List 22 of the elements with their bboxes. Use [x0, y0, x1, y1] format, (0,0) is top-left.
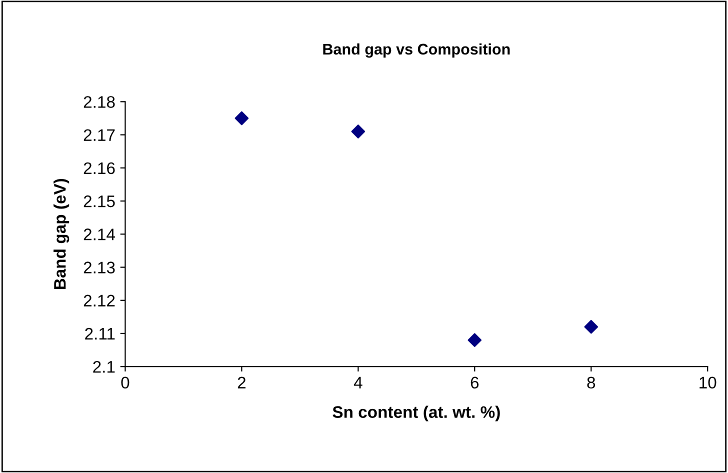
chart-title: Band gap vs Composition	[323, 43, 510, 58]
y-tick-label: 2.18	[84, 96, 115, 108]
x-tick-label: 4	[354, 376, 362, 388]
y-tick-label: 2.1	[93, 360, 115, 373]
point	[584, 320, 598, 334]
y-tick-label: 2.15	[84, 195, 115, 208]
y-tick-label: 2.16	[84, 162, 115, 174]
x-axis-title: Sn content (at. wt. %)	[332, 406, 500, 422]
point	[234, 111, 249, 126]
y-tick-label: 2.12	[84, 294, 115, 306]
y-tick-label: 2.13	[84, 262, 115, 274]
y-axis-title: Band gap (eV)	[54, 178, 70, 290]
y-tick-label: 2.11	[85, 328, 115, 340]
x-tick-label: 8	[587, 376, 596, 389]
point	[468, 333, 482, 347]
x-tick-label: 0	[121, 376, 130, 389]
point	[351, 124, 366, 138]
y-tick-label: 2.17	[84, 129, 115, 141]
x-tick-label: 2	[238, 376, 246, 388]
y-tick-label: 2.14	[84, 228, 116, 240]
x-tick-label: 10	[700, 376, 716, 389]
x-tick-label: 6	[470, 376, 479, 389]
